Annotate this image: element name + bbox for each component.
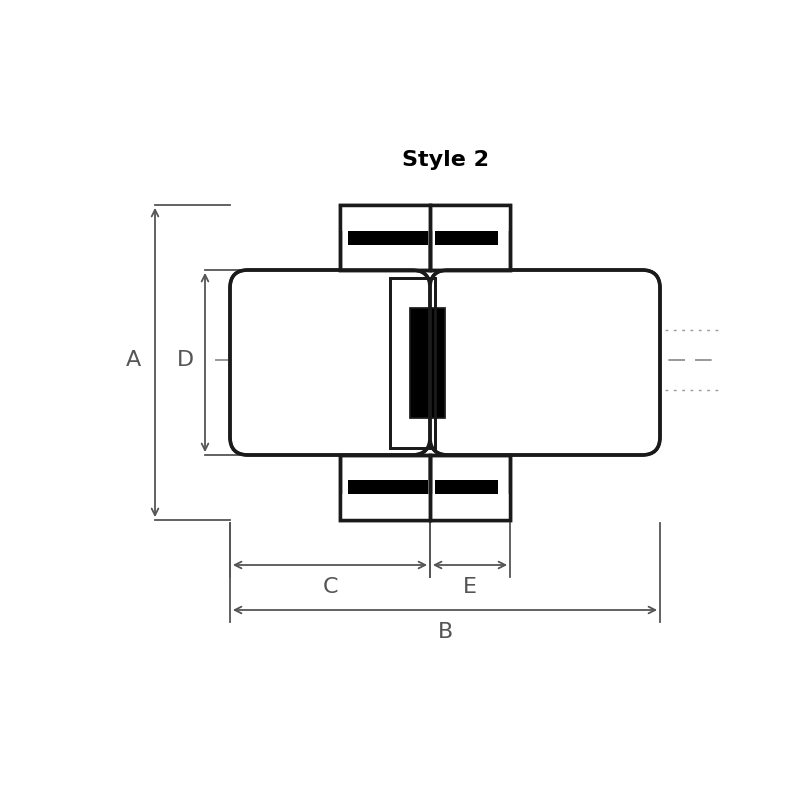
Text: C: C: [322, 577, 338, 597]
Bar: [410, 308, 445, 418]
Bar: [430, 205, 510, 231]
Bar: [390, 278, 435, 448]
Bar: [430, 205, 510, 270]
FancyBboxPatch shape: [430, 270, 660, 455]
Bar: [348, 210, 428, 246]
Text: D: D: [177, 350, 194, 370]
Text: B: B: [438, 622, 453, 642]
Text: Style 2: Style 2: [402, 150, 489, 170]
Bar: [430, 494, 510, 520]
Bar: [435, 480, 498, 515]
Bar: [340, 494, 430, 520]
Bar: [340, 205, 430, 270]
FancyBboxPatch shape: [230, 270, 430, 455]
Bar: [435, 210, 498, 246]
Bar: [340, 455, 430, 520]
Bar: [430, 455, 510, 520]
Bar: [430, 455, 510, 520]
Bar: [390, 278, 435, 448]
Bar: [340, 455, 430, 520]
Bar: [340, 205, 430, 231]
Text: E: E: [463, 577, 477, 597]
Text: A: A: [126, 350, 141, 370]
Bar: [348, 480, 428, 515]
Bar: [430, 205, 510, 270]
Bar: [340, 205, 430, 270]
